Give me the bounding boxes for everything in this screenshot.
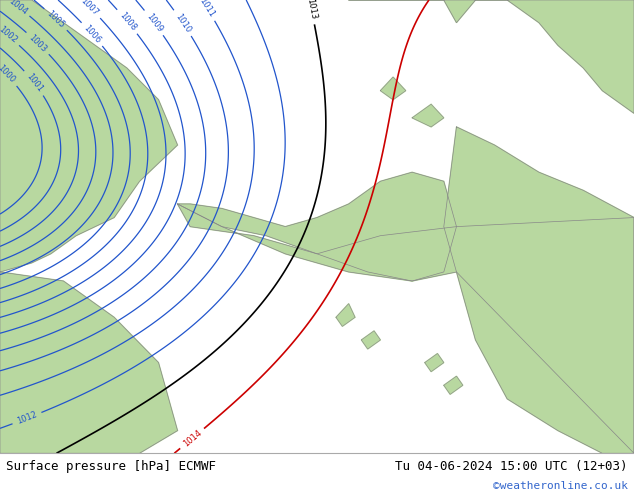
Polygon shape	[361, 331, 380, 349]
Polygon shape	[178, 204, 634, 453]
Text: 1000: 1000	[0, 64, 17, 85]
Text: 1001: 1001	[24, 72, 44, 94]
Text: 1005: 1005	[45, 9, 67, 30]
Text: Tu 04-06-2024 15:00 UTC (12+03): Tu 04-06-2024 15:00 UTC (12+03)	[395, 460, 628, 473]
Text: 1008: 1008	[117, 11, 138, 33]
Text: Surface pressure [hPa] ECMWF: Surface pressure [hPa] ECMWF	[6, 460, 216, 473]
Text: 1006: 1006	[82, 24, 103, 45]
Text: 1014: 1014	[181, 428, 203, 449]
Text: 1004: 1004	[6, 0, 29, 16]
Text: 1013: 1013	[305, 0, 318, 20]
Polygon shape	[0, 272, 178, 453]
Polygon shape	[349, 0, 634, 113]
Polygon shape	[425, 354, 444, 371]
Polygon shape	[178, 172, 456, 281]
Polygon shape	[412, 104, 444, 127]
Text: 1003: 1003	[27, 33, 49, 54]
Text: 1009: 1009	[144, 12, 164, 34]
Text: 1012: 1012	[16, 410, 39, 426]
Text: ©weatheronline.co.uk: ©weatheronline.co.uk	[493, 481, 628, 490]
Polygon shape	[380, 77, 406, 99]
Text: 1010: 1010	[173, 12, 192, 34]
Polygon shape	[444, 376, 463, 394]
Polygon shape	[336, 304, 355, 326]
Polygon shape	[0, 0, 178, 272]
Text: 1011: 1011	[197, 0, 216, 19]
Text: 1007: 1007	[79, 0, 100, 18]
Text: 1002: 1002	[0, 25, 18, 46]
Polygon shape	[444, 127, 634, 453]
